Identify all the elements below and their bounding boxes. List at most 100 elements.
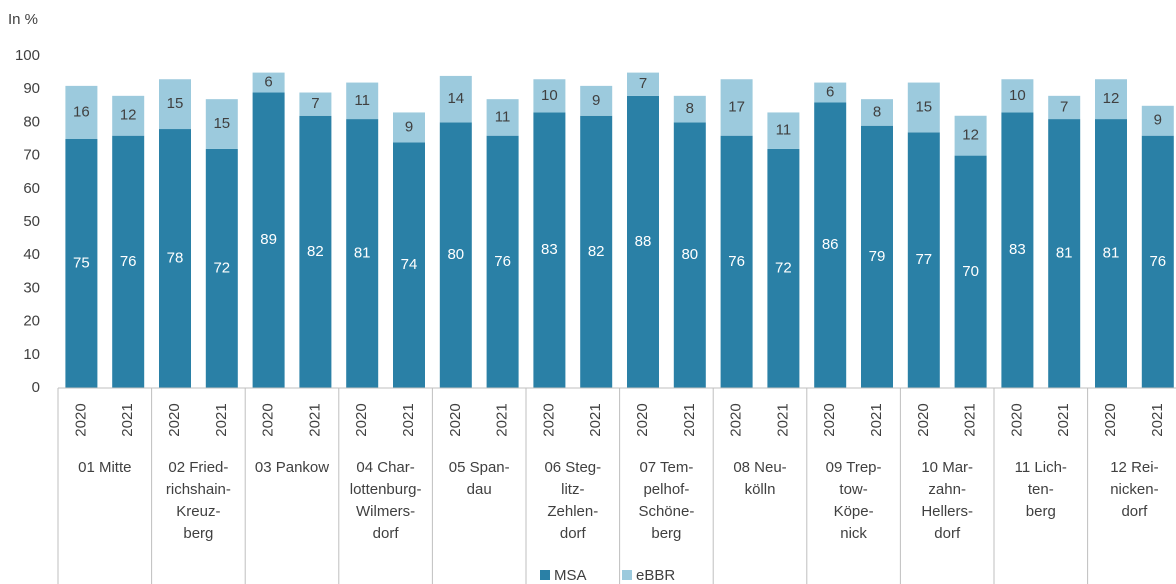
group-label: Schöne- — [638, 503, 694, 520]
bar-segment — [767, 148, 800, 388]
bar-segment — [65, 85, 98, 139]
data-label: 76 — [494, 253, 511, 270]
y-tick-label: 70 — [23, 147, 40, 164]
y-tick-label: 10 — [23, 346, 40, 363]
group-label: 09 Trep- — [826, 459, 882, 476]
x-tick-label: 2021 — [1149, 403, 1166, 436]
bar-segment — [1141, 105, 1174, 136]
group-label: tow- — [839, 481, 867, 498]
data-label: 10 — [1009, 87, 1026, 104]
bar-segment — [533, 112, 566, 388]
group-label: berg — [1026, 503, 1056, 520]
bar-segment — [393, 142, 425, 388]
data-label: 14 — [447, 90, 464, 107]
group-label: Zehlen- — [547, 503, 598, 520]
group-label: berg — [183, 525, 213, 542]
group-label: 07 Tem- — [639, 459, 693, 476]
group-label: ten- — [1028, 481, 1054, 498]
x-tick-label: 2020 — [634, 403, 651, 436]
bar-segment — [112, 95, 145, 136]
data-label: 76 — [120, 253, 137, 270]
x-tick-label: 2020 — [1008, 403, 1025, 436]
bar-segment — [486, 99, 519, 136]
group-label: kölln — [745, 481, 776, 498]
data-label: 82 — [307, 243, 324, 260]
bar-segment — [861, 125, 893, 388]
data-label: 83 — [541, 241, 558, 258]
x-tick-label: 2020 — [915, 403, 932, 436]
data-label: 88 — [635, 233, 652, 250]
data-label: 72 — [213, 259, 230, 276]
x-tick-label: 2021 — [774, 403, 791, 436]
group-label: berg — [651, 525, 681, 542]
group-label: 11 Lich- — [1015, 459, 1067, 476]
data-label: 6 — [826, 83, 834, 100]
data-label: 15 — [213, 115, 230, 132]
x-tick-label: 2021 — [119, 403, 136, 436]
data-label: 12 — [1103, 90, 1120, 107]
group-label: lottenburg- — [350, 481, 422, 498]
group-label: dau — [467, 481, 492, 498]
data-label: 16 — [73, 103, 90, 120]
group-label: 03 Pankow — [255, 459, 329, 476]
group-label: litz- — [561, 481, 584, 498]
x-tick-label: 2021 — [494, 403, 511, 436]
data-label: 8 — [873, 103, 881, 120]
data-label: 11 — [495, 108, 511, 125]
x-tick-label: 2020 — [728, 403, 745, 436]
bar-segment — [346, 119, 379, 388]
bar-segment — [112, 135, 145, 388]
y-tick-label: 80 — [23, 113, 40, 130]
data-label: 86 — [822, 236, 839, 253]
data-label: 81 — [1056, 245, 1073, 262]
legend-swatch — [622, 570, 632, 580]
x-tick-label: 2021 — [400, 403, 417, 436]
data-label: 11 — [354, 92, 370, 109]
data-label: 17 — [728, 98, 745, 115]
data-label: 7 — [311, 95, 319, 112]
x-tick-label: 2020 — [72, 403, 89, 436]
group-label: 12 Rei- — [1110, 459, 1158, 476]
group-label: dorf — [560, 525, 587, 542]
bar-segment — [159, 79, 191, 130]
bar-segment — [954, 115, 987, 156]
bar-segment — [439, 122, 472, 389]
data-label: 9 — [592, 92, 600, 109]
bar-segment — [1001, 79, 1034, 113]
group-label: dorf — [934, 525, 961, 542]
data-label: 15 — [167, 95, 184, 112]
y-tick-label: 50 — [23, 213, 40, 230]
bar-segment — [861, 99, 893, 126]
x-tick-label: 2020 — [447, 403, 464, 436]
data-label: 72 — [775, 259, 792, 276]
bar-segment — [580, 115, 613, 388]
data-label: 7 — [1060, 98, 1068, 115]
bar-segment — [1095, 79, 1127, 120]
data-label: 76 — [728, 253, 745, 270]
x-tick-label: 2021 — [587, 403, 604, 436]
data-label: 74 — [401, 256, 418, 273]
bar-segment — [439, 75, 472, 123]
bar-segment — [720, 79, 753, 136]
data-label: 79 — [869, 248, 886, 265]
y-tick-label: 30 — [23, 279, 40, 296]
group-label: 05 Span- — [449, 459, 510, 476]
group-label: pelhof- — [643, 481, 689, 498]
group-label: nicken- — [1110, 481, 1158, 498]
data-label: 77 — [915, 251, 932, 268]
data-label: 8 — [686, 100, 694, 117]
bar-segment — [1001, 112, 1034, 388]
y-tick-label: 40 — [23, 246, 40, 263]
bar-segment — [767, 112, 800, 149]
x-tick-label: 2021 — [1055, 403, 1072, 436]
data-label: 70 — [962, 263, 979, 280]
data-label: 82 — [588, 243, 605, 260]
data-label: 76 — [1149, 253, 1166, 270]
x-tick-label: 2020 — [353, 403, 370, 436]
bar-segment — [673, 95, 706, 123]
data-label: 78 — [167, 249, 184, 266]
x-tick-label: 2021 — [868, 403, 885, 436]
group-label: 10 Mar- — [921, 459, 973, 476]
bar-segment — [907, 82, 940, 133]
